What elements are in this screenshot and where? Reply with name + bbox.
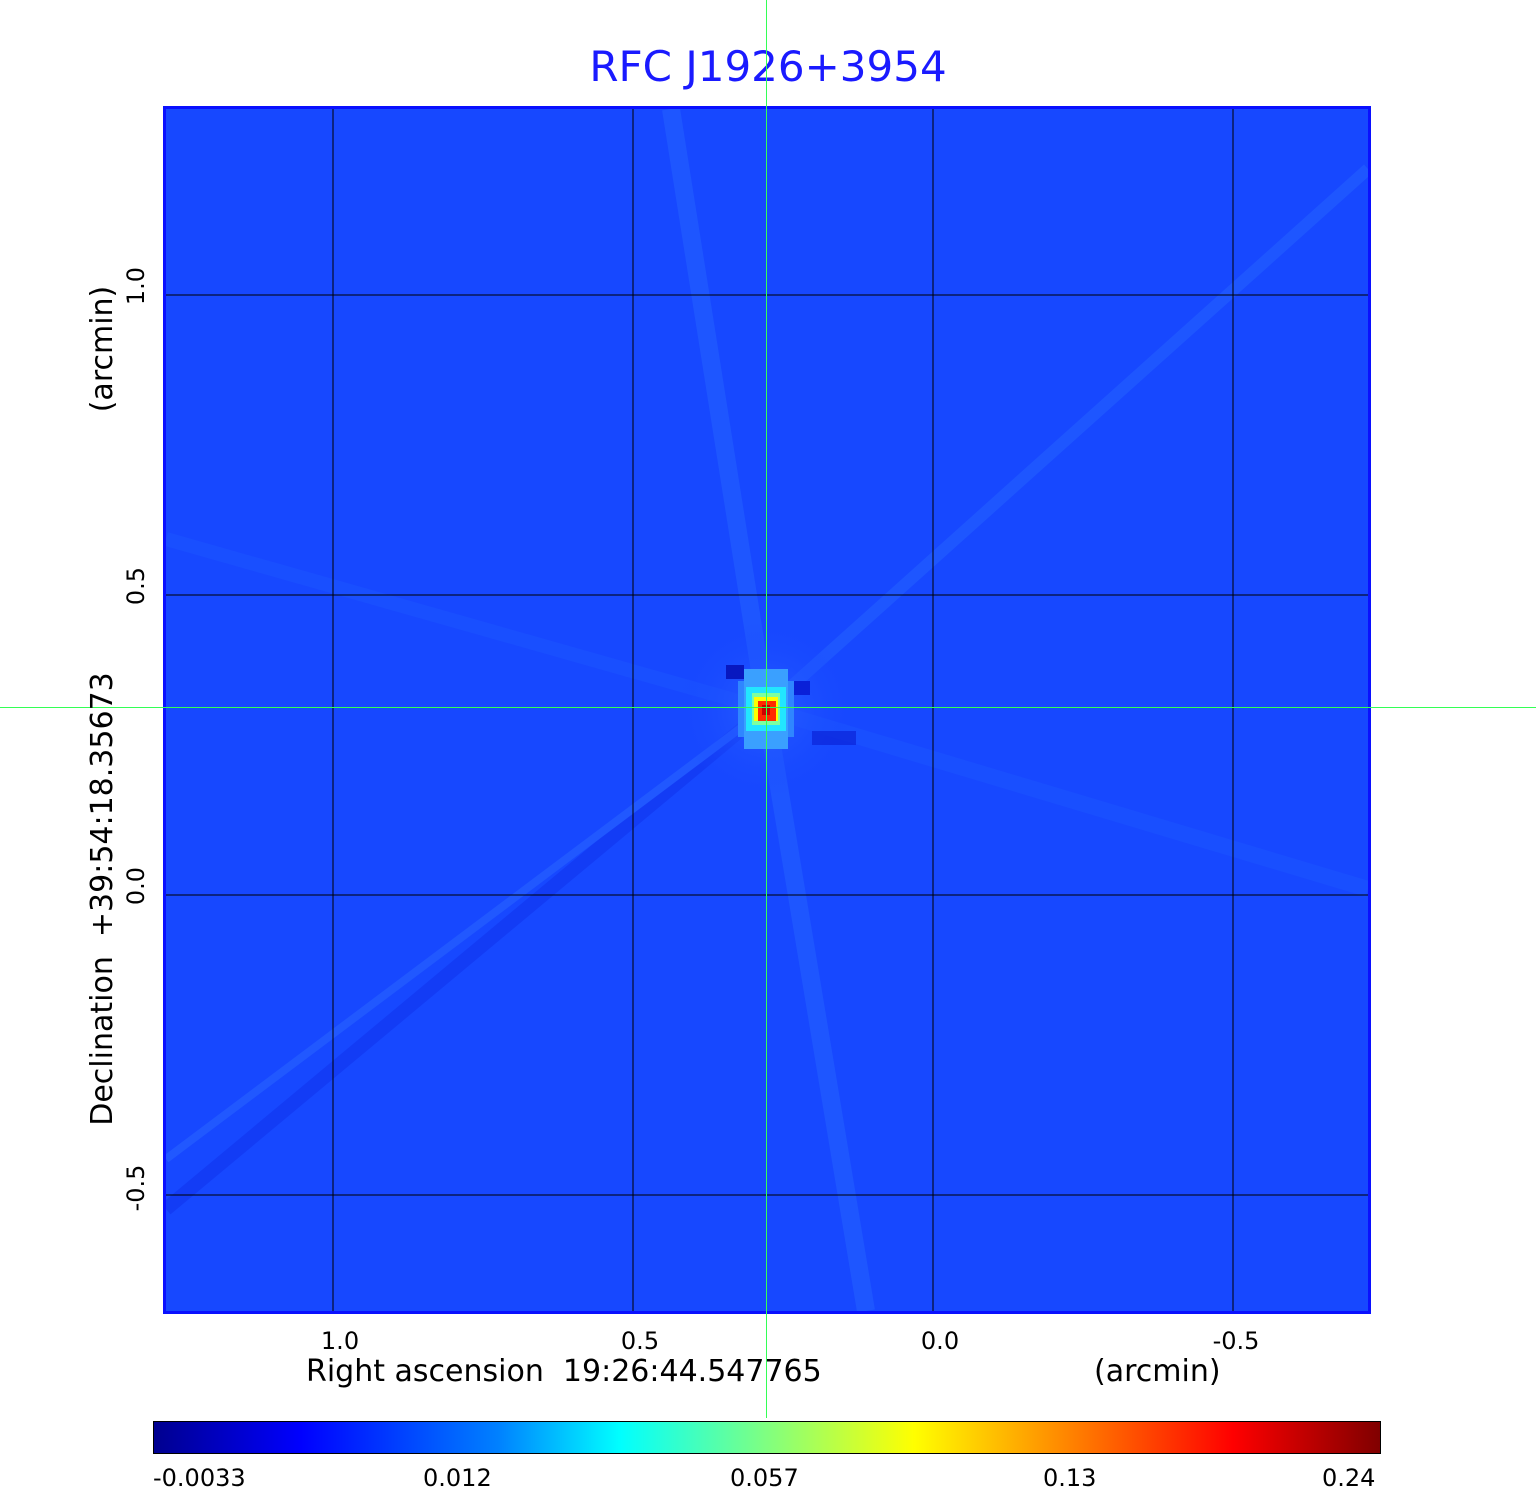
y-tick-label: 1.0 xyxy=(122,266,150,306)
x-tick-label: 0.0 xyxy=(920,1327,960,1355)
y-tick-label: -0.5 xyxy=(122,1164,150,1212)
colorbar-label: 0.24 xyxy=(1322,1464,1376,1492)
plot-title: RFC J1926+3954 xyxy=(589,42,947,91)
colorbar-label: -0.0033 xyxy=(153,1464,246,1492)
coordinate-grid xyxy=(166,109,1368,1311)
y-axis-title: Declination +39:54:18.35673 xyxy=(85,672,120,1126)
y-tick-label: 0.0 xyxy=(122,866,150,906)
sidelobe-streaks xyxy=(166,109,1368,1311)
colorbar xyxy=(153,1421,1381,1454)
x-tick-label: 0.5 xyxy=(620,1327,660,1355)
x-axis-title: Right ascension 19:26:44.547765 xyxy=(306,1354,822,1389)
colorbar-label: 0.13 xyxy=(1043,1464,1097,1492)
colorbar-label: 0.012 xyxy=(423,1464,492,1492)
y-tick-label: 0.5 xyxy=(122,566,150,606)
crosshair-vertical xyxy=(766,0,767,1418)
crosshair-horizontal xyxy=(0,707,1536,708)
x-tick-label: -0.5 xyxy=(1212,1327,1260,1355)
x-axis-unit: (arcmin) xyxy=(1094,1354,1221,1389)
x-tick-label: 1.0 xyxy=(320,1327,360,1355)
colorbar-label: 0.057 xyxy=(730,1464,799,1492)
sky-image-svg xyxy=(166,109,1368,1311)
y-axis-unit: (arcmin) xyxy=(85,285,120,413)
sky-image xyxy=(163,106,1371,1314)
